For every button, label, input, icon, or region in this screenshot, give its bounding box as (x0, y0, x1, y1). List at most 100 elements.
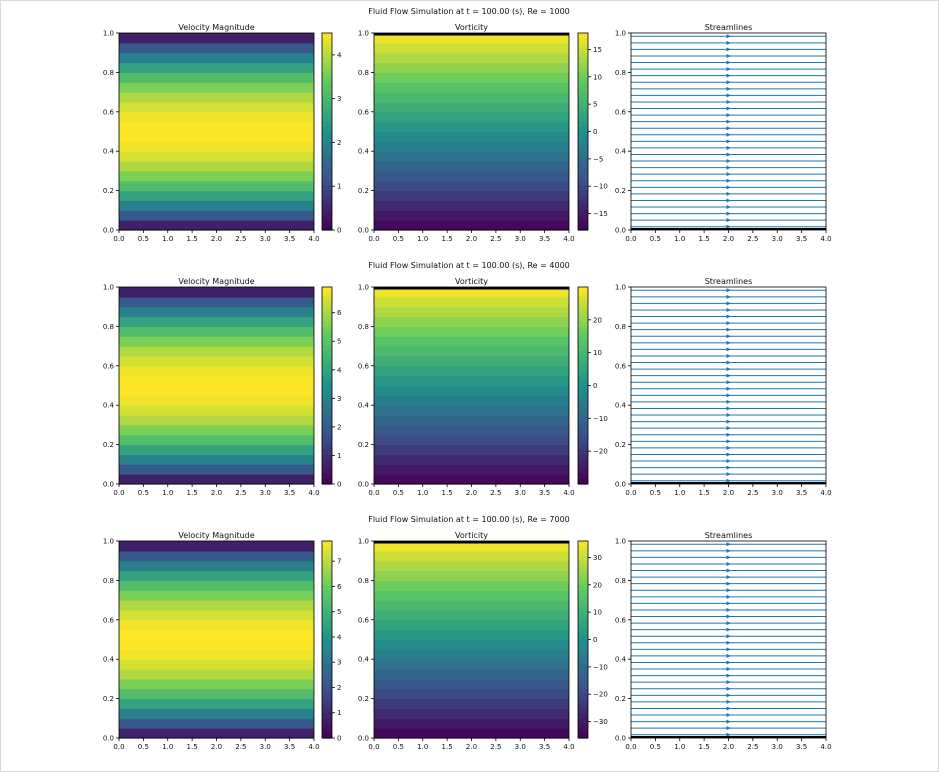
streamlines-background (631, 33, 826, 230)
x-tick-label: 1.0 (674, 235, 685, 243)
contour-band (119, 33, 314, 44)
contour-band (119, 415, 314, 426)
x-tick-label: 2.0 (211, 235, 222, 243)
streamline-arrow (726, 452, 731, 457)
contour-band (119, 101, 314, 113)
colorbar-segment (322, 175, 332, 182)
colorbar-segment (578, 126, 588, 133)
colorbar-segment (322, 600, 332, 606)
contour-band (374, 72, 569, 83)
panel-title: Streamlines (705, 277, 753, 286)
colorbar-segment (322, 688, 332, 695)
colorbar-segment (322, 654, 332, 660)
x-tick-label: 1.0 (162, 235, 173, 243)
x-tick-label: 4.0 (308, 743, 319, 751)
colorbar-segment (578, 673, 588, 680)
contour-band (374, 210, 569, 221)
panel-title: Vorticity (455, 277, 488, 286)
colorbar-segment (578, 296, 588, 303)
colorbar-segment (322, 703, 332, 710)
colorbar-segment (322, 459, 332, 465)
colorbar-segment (322, 87, 332, 93)
contour-band (374, 287, 569, 298)
colorbar-segment (578, 37, 588, 44)
colorbar-segment (578, 67, 588, 73)
colorbar-segment (578, 479, 588, 485)
colorbar-tick-label: 4 (337, 366, 342, 374)
contour-band (119, 609, 314, 621)
colorbar-segment (578, 624, 588, 631)
colorbar-tick-label: 1 (337, 709, 341, 717)
contour-band (119, 590, 314, 601)
contour-band (119, 52, 314, 64)
x-tick-label: 4.0 (820, 489, 831, 497)
streamline-arrow (726, 653, 731, 658)
streamline-arrow (726, 139, 731, 144)
colorbar-segment (578, 47, 588, 54)
colorbar-segment (578, 595, 588, 601)
streamline-arrow (726, 99, 731, 104)
colorbar-tick-label: 6 (337, 309, 342, 317)
streamline-arrow (726, 542, 731, 547)
colorbar-segment (578, 195, 588, 202)
streamline-arrow (726, 185, 731, 190)
colorbar-segment (578, 614, 588, 621)
colorbar-segment (578, 590, 588, 596)
y-tick-label: 1.0 (358, 284, 369, 292)
colorbar-segment (322, 205, 332, 211)
streamline-arrow (726, 218, 731, 223)
x-tick-label: 2.0 (466, 489, 477, 497)
streamline-arrow (726, 419, 731, 424)
colorbar-segment (322, 550, 332, 557)
colorbar-segment (322, 565, 332, 572)
streamline-arrow (726, 178, 731, 183)
contour-band (374, 52, 569, 64)
x-tick-label: 1.5 (187, 489, 198, 497)
colorbar-segment (322, 195, 332, 202)
contour-band (119, 629, 314, 641)
y-tick-label: 0.8 (358, 577, 369, 585)
x-tick-label: 0.5 (650, 235, 661, 243)
y-tick-label: 0.0 (103, 481, 114, 489)
colorbar-segment (578, 619, 588, 626)
contour-band (374, 121, 569, 133)
y-tick-label: 0.4 (615, 402, 627, 410)
x-tick-label: 2.0 (211, 743, 222, 751)
colorbar-tick-label: 30 (593, 554, 602, 562)
colorbar-segment (578, 733, 588, 739)
x-tick-label: 2.5 (747, 743, 758, 751)
colorbar-segment (578, 469, 588, 475)
colorbar-tick-label: 5 (337, 338, 341, 346)
y-tick-label: 1.0 (103, 30, 114, 38)
streamline-arrow (726, 445, 731, 450)
colorbar-segment (322, 220, 332, 226)
colorbar-segment (322, 390, 332, 396)
panel-title: Velocity Magnitude (178, 23, 254, 32)
colorbar-tick-label: 20 (593, 581, 602, 589)
colorbar-segment (578, 287, 588, 293)
contour-band (374, 454, 569, 465)
x-tick-label: 0.0 (113, 743, 124, 751)
contour-band (374, 434, 569, 446)
colorbar-segment (578, 365, 588, 372)
colorbar-segment (578, 225, 588, 231)
colorbar-segment (322, 33, 332, 39)
contour-band (119, 639, 314, 650)
colorbar-segment (322, 321, 332, 327)
panel-title: Vorticity (455, 531, 488, 540)
y-tick-label: 0.6 (615, 616, 627, 624)
contour-band (374, 336, 569, 347)
colorbar-segment (578, 301, 588, 308)
x-tick-label: 1.0 (674, 743, 685, 751)
colorbar-segment (322, 52, 332, 59)
colorbar-tick-label: −20 (593, 448, 608, 456)
contour-band (374, 464, 569, 475)
colorbar-segment (578, 609, 588, 616)
x-tick-label: 1.5 (442, 235, 453, 243)
colorbar: −20 −10 0 10 20 (577, 286, 608, 485)
contour-band (119, 474, 314, 485)
row-suptitle: Fluid Flow Simulation at t = 100.00 (s),… (368, 261, 570, 270)
streamline-arrow (726, 67, 731, 72)
vorticity-panel: Vorticity −20 −10 0 10 20 0.0 0.5 1.0 1.5 2.0 2.5 3.… (358, 277, 608, 497)
colorbar-segment (578, 311, 588, 318)
